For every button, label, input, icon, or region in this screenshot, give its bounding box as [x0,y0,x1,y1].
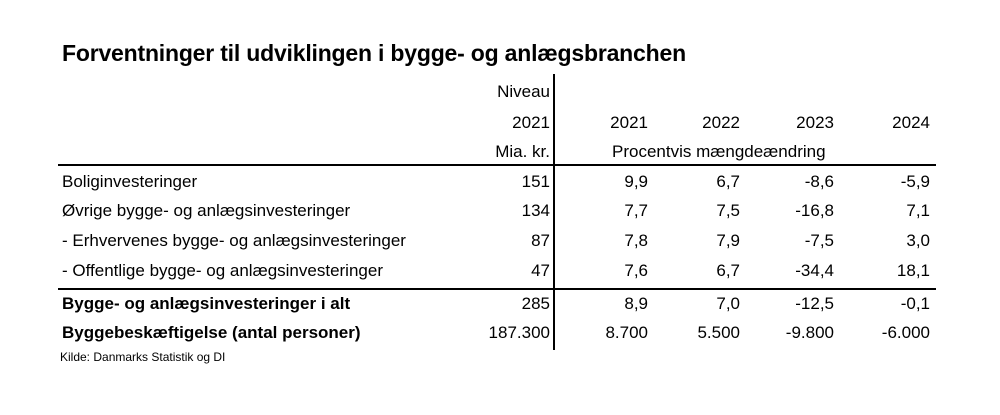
total-value-2021: 8,9 [624,294,648,313]
row-value-2022: 6,7 [716,261,740,280]
total-value-2022: 5.500 [697,323,740,342]
row-label: - Offentlige bygge- og anlægsinvestering… [62,261,383,280]
row-value-2023: -34,4 [795,261,834,280]
row-value-2021: 9,9 [624,172,648,191]
source-note: Kilde: Danmarks Statistik og DI [60,350,226,364]
total-value-2023: -12,5 [795,294,834,313]
header-year-2024: 2024 [892,113,930,132]
row-value-2022: 7,9 [716,231,740,250]
row-label: Boliginvesteringer [62,172,198,191]
total-value-2024: -0,1 [900,294,930,313]
row-value-2022: 7,5 [716,201,740,220]
header-year-2021: 2021 [610,113,648,132]
header-year-2023: 2023 [796,113,834,132]
row-level: 47 [531,261,550,280]
row-value-2021: 7,7 [624,201,648,220]
row-value-2022: 6,7 [716,172,740,191]
row-value-2023: -8,6 [804,172,834,191]
row-value-2021: 7,8 [624,231,648,250]
header-year-2022: 2022 [702,113,740,132]
row-label: - Erhvervenes bygge- og anlægsinvesterin… [62,231,406,250]
header-pct-caption: Procentvis mængdeændring [612,142,826,161]
total-value-2023: -9.800 [785,323,834,342]
row-level: 134 [521,201,550,220]
row-value-2024: 3,0 [906,231,930,250]
row-label: Øvrige bygge- og anlægsinvesteringer [62,201,351,220]
total-level: 187.300 [488,323,550,342]
total-label: Bygge- og anlægsinvesteringer i alt [62,294,351,313]
total-level: 285 [521,294,550,313]
total-value-2024: -6.000 [881,323,930,342]
row-value-2024: -5,9 [900,172,930,191]
row-value-2021: 7,6 [624,261,648,280]
row-value-2023: -7,5 [804,231,834,250]
header-level-unit: Mia. kr. [495,142,550,161]
table-title: Forventninger til udviklingen i bygge- o… [62,40,686,66]
total-value-2022: 7,0 [716,294,740,313]
row-value-2024: 18,1 [896,261,930,280]
totals-divider [58,288,936,290]
header-level-label: Niveau [497,82,550,101]
header-divider [58,164,936,166]
total-value-2021: 8.700 [605,323,648,342]
header-level-year: 2021 [512,113,550,132]
row-value-2024: 7,1 [906,201,930,220]
total-label: Byggebeskæftigelse (antal personer) [62,323,361,342]
row-level: 151 [521,172,550,191]
row-value-2023: -16,8 [795,201,834,220]
row-level: 87 [531,231,550,250]
level-column-divider [553,74,555,350]
